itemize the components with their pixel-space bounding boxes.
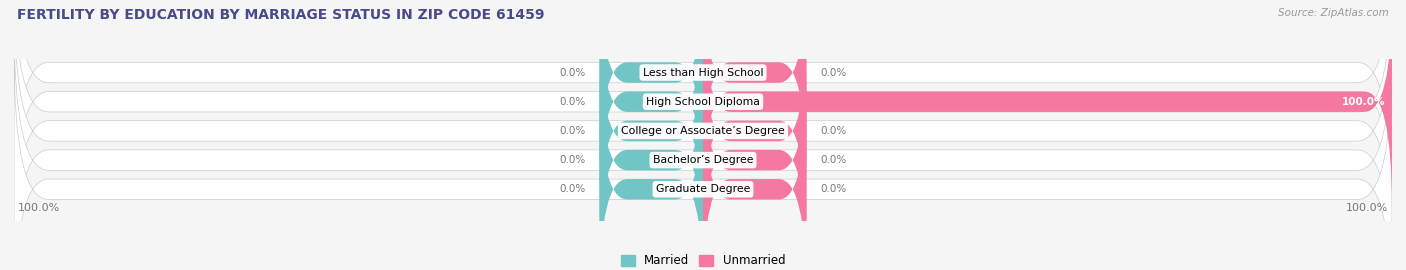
Text: 0.0%: 0.0% (560, 184, 586, 194)
FancyBboxPatch shape (599, 83, 703, 270)
Text: Source: ZipAtlas.com: Source: ZipAtlas.com (1278, 8, 1389, 18)
Text: 100.0%: 100.0% (17, 203, 59, 213)
FancyBboxPatch shape (14, 53, 1392, 270)
Text: 0.0%: 0.0% (560, 155, 586, 165)
FancyBboxPatch shape (599, 0, 703, 179)
Text: 0.0%: 0.0% (820, 68, 846, 77)
Legend: Married, Unmarried: Married, Unmarried (616, 250, 790, 270)
FancyBboxPatch shape (14, 0, 1392, 237)
Text: Bachelor’s Degree: Bachelor’s Degree (652, 155, 754, 165)
FancyBboxPatch shape (703, 53, 807, 267)
Text: College or Associate’s Degree: College or Associate’s Degree (621, 126, 785, 136)
FancyBboxPatch shape (703, 0, 807, 179)
Text: 0.0%: 0.0% (560, 68, 586, 77)
FancyBboxPatch shape (703, 24, 807, 237)
FancyBboxPatch shape (599, 0, 703, 208)
Text: 100.0%: 100.0% (1341, 97, 1385, 107)
Text: 0.0%: 0.0% (820, 184, 846, 194)
Text: 0.0%: 0.0% (560, 97, 586, 107)
Text: 0.0%: 0.0% (820, 155, 846, 165)
FancyBboxPatch shape (599, 53, 703, 267)
FancyBboxPatch shape (14, 0, 1392, 267)
FancyBboxPatch shape (703, 0, 1392, 208)
FancyBboxPatch shape (14, 24, 1392, 270)
Text: Less than High School: Less than High School (643, 68, 763, 77)
Text: Graduate Degree: Graduate Degree (655, 184, 751, 194)
Text: 0.0%: 0.0% (560, 126, 586, 136)
Text: 100.0%: 100.0% (1347, 203, 1389, 213)
Text: High School Diploma: High School Diploma (647, 97, 759, 107)
FancyBboxPatch shape (703, 83, 807, 270)
Text: FERTILITY BY EDUCATION BY MARRIAGE STATUS IN ZIP CODE 61459: FERTILITY BY EDUCATION BY MARRIAGE STATU… (17, 8, 544, 22)
FancyBboxPatch shape (14, 0, 1392, 208)
Text: 0.0%: 0.0% (820, 126, 846, 136)
FancyBboxPatch shape (599, 24, 703, 237)
